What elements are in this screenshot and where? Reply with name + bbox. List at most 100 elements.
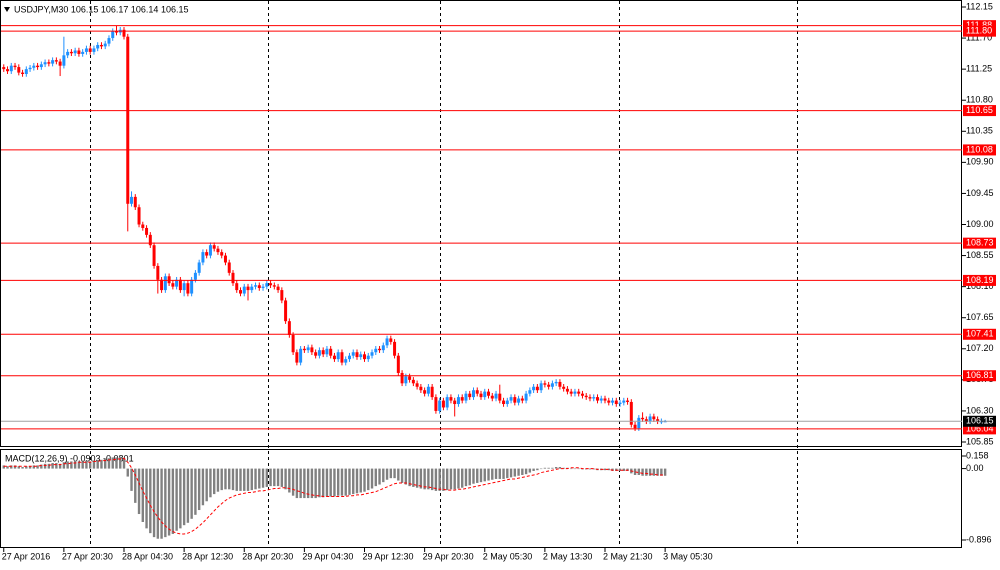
candle-body <box>32 65 36 68</box>
macd-bar <box>167 468 171 536</box>
macd-bar <box>491 468 494 480</box>
macd-bar <box>652 468 656 476</box>
macd-bar <box>569 468 573 470</box>
macd-bar <box>415 468 419 488</box>
candle-body <box>137 207 141 225</box>
macd-bar <box>280 468 284 487</box>
candle-body <box>558 381 562 387</box>
macd-bar <box>528 468 532 473</box>
x-tick-label: 29 Apr 04:30 <box>302 551 353 561</box>
candle-body <box>175 279 179 287</box>
macd-bar <box>104 459 107 469</box>
x-tick-label: 28 Apr 04:30 <box>122 551 173 561</box>
candle-body <box>111 31 115 39</box>
candle-body <box>535 386 539 391</box>
macd-bar <box>62 462 66 469</box>
candle-body <box>329 348 333 356</box>
candle-body <box>513 397 517 403</box>
macd-bar <box>137 468 141 515</box>
candle-body <box>122 29 126 37</box>
candle-body <box>332 355 336 360</box>
macd-bar <box>2 465 5 469</box>
candle-body <box>336 352 340 360</box>
macd-bar <box>352 468 355 495</box>
macd-bar <box>201 468 205 506</box>
signal-line <box>3 457 666 535</box>
candle-body <box>607 400 611 403</box>
candle-body <box>257 285 261 289</box>
candle-body <box>532 386 536 391</box>
x-tick-label: 28 Apr 12:30 <box>182 551 233 561</box>
candle-body <box>565 388 569 392</box>
level-label-box <box>963 370 996 382</box>
macd-bar <box>239 468 242 491</box>
x-tick-label: 29 Apr 12:30 <box>363 551 414 561</box>
macd-bar <box>55 463 58 469</box>
candle-body <box>374 348 378 353</box>
macd-bar <box>607 468 610 471</box>
candle-body <box>84 48 88 52</box>
candle-body <box>441 400 445 408</box>
candle-body <box>287 321 291 335</box>
candle-body <box>592 397 596 399</box>
macd-bar <box>355 468 359 494</box>
y-tick-label: 111.25 <box>966 64 992 74</box>
candle-body <box>359 354 363 358</box>
plot-layer: 112.15 111.70 111.25 110.80 110.35 109.90 109.… <box>1 1 996 561</box>
macd-bar <box>461 468 464 488</box>
candle-body <box>205 252 209 256</box>
candle-body <box>494 393 498 399</box>
macd-bar <box>216 468 220 492</box>
macd-bar <box>325 468 329 497</box>
candle-body <box>148 234 152 246</box>
x-tick-label: 2 May 21:30 <box>603 551 653 561</box>
y-tick-label: 109.00 <box>966 219 994 229</box>
candle-body <box>363 354 367 360</box>
macd-bar <box>648 468 652 476</box>
macd-bar <box>329 468 332 497</box>
candle-body <box>306 347 310 351</box>
day-separators <box>90 1 798 547</box>
macd-bar <box>25 466 28 469</box>
y-tick-label: 107.20 <box>966 343 994 353</box>
macd-bar <box>273 468 276 487</box>
macd-bar <box>258 468 261 489</box>
candle-body <box>641 417 645 420</box>
x-tick-label: 2 May 05:30 <box>483 551 533 561</box>
candle-body <box>554 381 558 384</box>
candle-body <box>614 400 618 405</box>
macd-bar <box>378 468 381 485</box>
macd-bar <box>554 466 558 469</box>
macd-bar <box>32 465 36 469</box>
candle-body <box>208 245 212 256</box>
candle-body <box>633 424 637 429</box>
macd-bar <box>573 468 577 470</box>
macd-bar <box>179 468 182 529</box>
macd-bar <box>43 463 47 469</box>
macd-bar <box>47 463 51 469</box>
macd-bar <box>543 467 547 469</box>
macd-bar <box>551 467 554 469</box>
level-label-box <box>963 144 996 156</box>
macd-bar <box>51 463 54 469</box>
symbol-menu-icon[interactable] <box>4 7 10 12</box>
macd-bar <box>389 468 393 479</box>
level-label-box <box>963 423 996 435</box>
candle-body <box>355 352 359 358</box>
candle-body <box>246 286 250 291</box>
macd-bar <box>228 468 231 490</box>
candle-body <box>39 64 43 68</box>
macd-bar <box>40 464 43 469</box>
macd-bar <box>10 465 13 469</box>
candle-body <box>54 60 58 62</box>
macd-bar <box>73 460 77 469</box>
macd-bar <box>618 468 622 471</box>
macd-bar <box>13 465 17 469</box>
candle-body <box>468 393 472 398</box>
candle-body <box>186 283 190 294</box>
candle-body <box>618 402 622 405</box>
macd-bar <box>506 468 509 479</box>
candle-body <box>584 395 588 398</box>
level-label-box <box>963 20 996 32</box>
macd-bar <box>119 456 122 469</box>
